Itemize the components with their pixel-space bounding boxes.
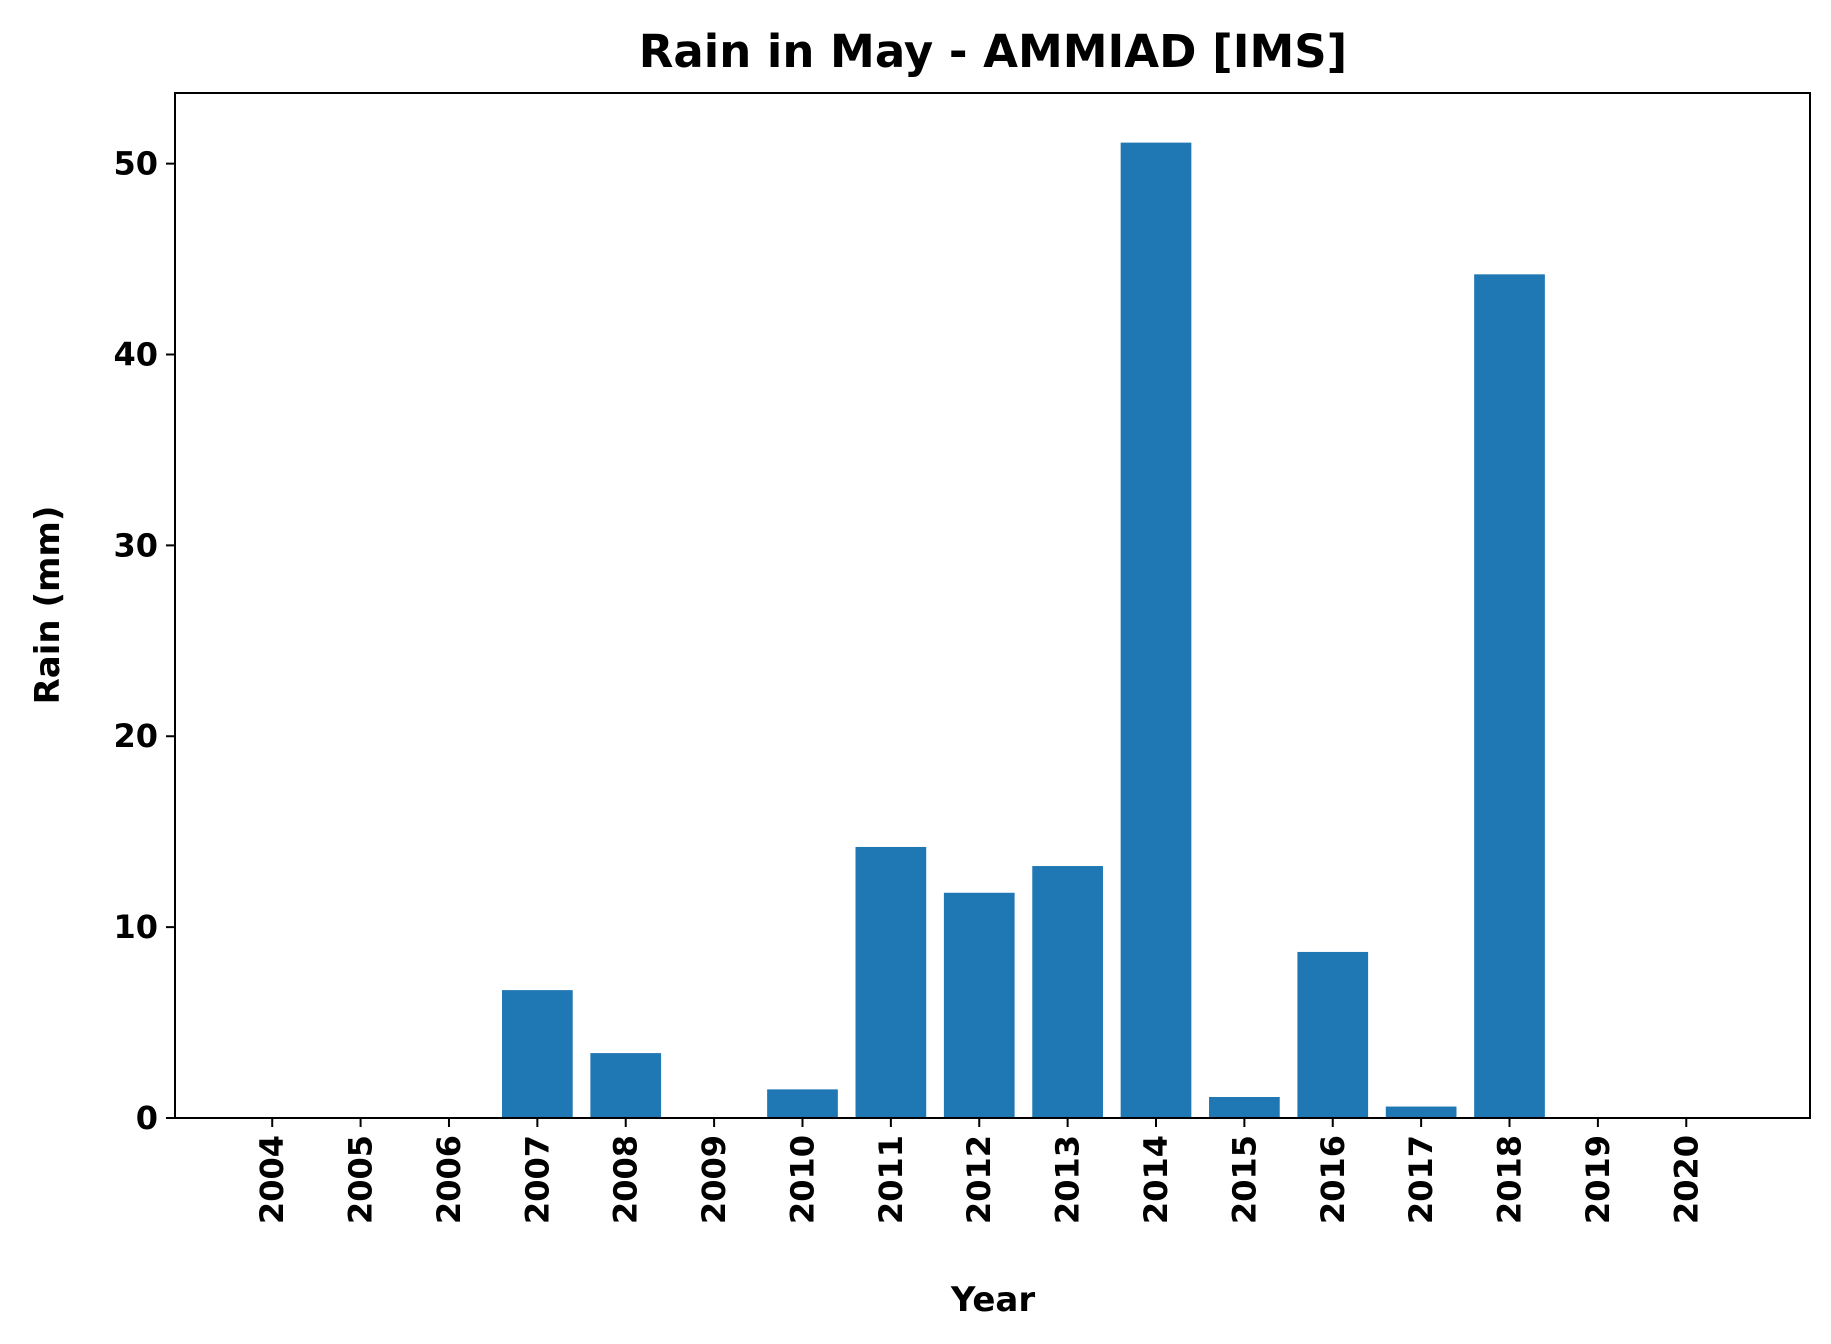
x-tick-label-2017: 2017 [1402,1135,1440,1224]
bar-2016 [1297,951,1369,1118]
x-tick-label-2008: 2008 [607,1135,645,1224]
x-tick-label-2012: 2012 [960,1135,998,1224]
x-tick-label-2006: 2006 [430,1135,468,1224]
y-tick-label-40: 40 [113,335,158,373]
x-tick-label-2016: 2016 [1314,1135,1352,1224]
chart-title: Rain in May - AMMIAD [IMS] [639,25,1347,78]
bar-2015 [1209,1097,1280,1118]
bar-2014 [1120,142,1192,1118]
y-tick-label-30: 30 [113,526,158,564]
x-axis-label: Year [950,1280,1036,1320]
x-tick-label-2020: 2020 [1667,1135,1705,1224]
bar-2012 [943,892,1015,1118]
bar-2010 [767,1089,838,1118]
x-tick-label-2011: 2011 [872,1135,910,1224]
bar-2013 [1032,866,1103,1118]
x-tick-label-2007: 2007 [518,1135,556,1224]
x-tick-label-2018: 2018 [1491,1135,1529,1224]
bar-2018 [1474,274,1545,1118]
y-tick-label-0: 0 [136,1099,158,1137]
x-tick-label-2009: 2009 [695,1135,733,1224]
y-tick-label-10: 10 [113,908,158,946]
x-tick-label-2005: 2005 [342,1135,380,1224]
bar-2008 [590,1053,662,1118]
x-tick-label-2004: 2004 [253,1135,291,1224]
bar-2011 [855,846,927,1118]
x-tick-label-2015: 2015 [1225,1135,1263,1224]
y-tick-label-50: 50 [113,145,158,183]
y-tick-label-20: 20 [113,717,158,755]
x-tick-label-2010: 2010 [783,1135,821,1224]
x-ticks-group: 2004 2005 2006 2007 2008 2009 2010 2011 2012 2013… [253,1118,1705,1224]
plot-frame [174,92,1811,1119]
x-tick-label-2014: 2014 [1137,1135,1175,1224]
bar-2017 [1385,1106,1457,1118]
bars-group [502,142,1545,1118]
x-tick-label-2013: 2013 [1049,1135,1087,1224]
y-ticks-group: 0 10 20 30 40 50 [113,145,175,1137]
y-axis-label: Rain (mm) [28,506,68,705]
x-tick-label-2019: 2019 [1579,1135,1617,1224]
bar-2007 [502,990,573,1118]
